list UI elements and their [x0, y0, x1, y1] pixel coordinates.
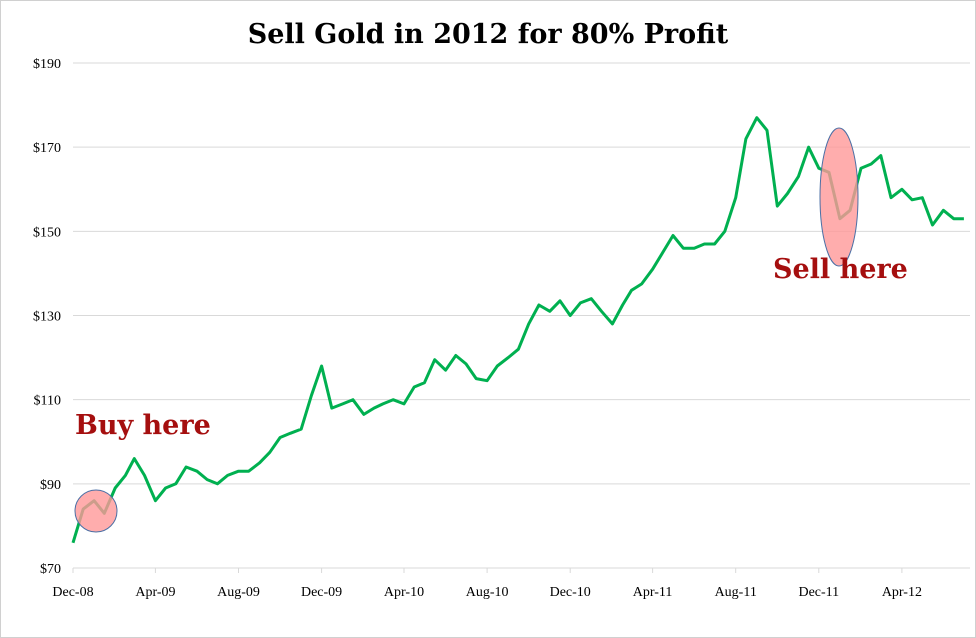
y-tick-label: $70 [40, 562, 61, 577]
y-tick-label: $150 [33, 225, 61, 240]
x-tick-label: Aug-09 [217, 585, 260, 600]
buy-here-annotation: Buy here [75, 410, 211, 441]
x-tick-label: Apr-12 [882, 585, 922, 600]
x-tick-label: Dec-08 [52, 585, 93, 600]
x-tick-label: Apr-10 [384, 585, 424, 600]
x-tick-label: Dec-11 [798, 585, 839, 600]
buy-highlight-circle [74, 489, 118, 533]
y-tick-label: $130 [33, 310, 61, 325]
x-tick-label: Aug-11 [715, 585, 757, 600]
x-tick-label: Apr-11 [633, 585, 673, 600]
x-tick-label: Dec-10 [550, 585, 591, 600]
x-tick-label: Aug-10 [466, 585, 509, 600]
x-tick-label: Apr-09 [135, 585, 175, 600]
y-tick-label: $190 [33, 57, 61, 72]
sell-highlight-ellipse [819, 127, 859, 267]
y-tick-label: $170 [33, 141, 61, 156]
x-tick-label: Dec-09 [301, 585, 342, 600]
sell-here-annotation: Sell here [773, 254, 908, 285]
chart-title: Sell Gold in 2012 for 80% Profit [248, 19, 729, 50]
y-tick-label: $110 [34, 394, 61, 409]
series-line-gold-price [71, 116, 964, 544]
y-tick-label: $90 [40, 478, 61, 493]
